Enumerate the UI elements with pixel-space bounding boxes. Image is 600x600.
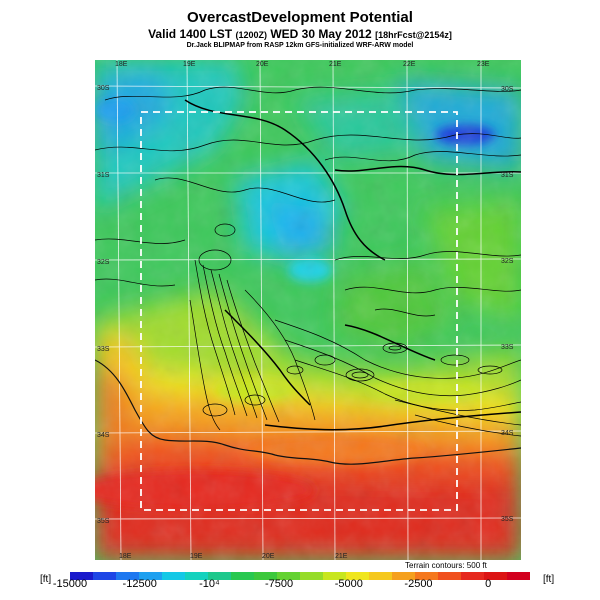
colorbar-tick-label: -2500 (404, 578, 433, 590)
colorbar-tick-label: -7500 (265, 578, 294, 590)
map-svg: 18E 19E 20E 21E 22E 23E 18E 19E 20E 21E … (95, 60, 521, 560)
colorbar-swatch (392, 572, 416, 580)
colorbar-swatch (507, 572, 530, 580)
colorbar (70, 572, 530, 580)
forecast-info: [18hrFcst@2154z] (375, 30, 452, 40)
grid-label-left: 30S 31S 32S 33S 34S 35S (97, 85, 110, 525)
colorbar-swatch (484, 572, 508, 580)
colorbar-swatch (277, 572, 301, 580)
lon-label-top: 18E (115, 61, 128, 68)
colorbar-tick-label: -10⁴ (199, 578, 220, 590)
lon-label-top: 23E (477, 61, 490, 68)
inner-domain-box (140, 111, 458, 511)
lat-label-left: 33S (97, 346, 110, 353)
lat-label-right: 35S (501, 516, 514, 523)
lon-label-top: 19E (183, 61, 196, 68)
colorbar-swatch (70, 572, 94, 580)
colorbar-tick-label: -5000 (334, 578, 363, 590)
lon-label-top: 22E (403, 61, 416, 68)
colorbar-tick-label: 0 (485, 578, 492, 590)
colorbar-swatch (415, 572, 439, 580)
colorbar-swatch (300, 572, 324, 580)
graticule (95, 60, 521, 560)
colorbar-swatch (461, 572, 485, 580)
colorbar-swatch (231, 572, 255, 580)
lat-label-right: 32S (501, 258, 514, 265)
colorbar-swatch (162, 572, 186, 580)
blipmap-field: 18E 19E 20E 21E 22E 23E 18E 19E 20E 21E … (95, 60, 521, 560)
coastline (95, 359, 521, 465)
grid-label-bottom: 18E 19E 20E 21E (119, 553, 348, 560)
colorbar-swatch (185, 572, 209, 580)
valid-date: WED 30 May 2012 (270, 27, 372, 41)
lon-label-bottom: 19E (190, 553, 203, 560)
colorbar-swatch (254, 572, 278, 580)
map-subtitle: Valid 1400 LST (1200Z) WED 30 May 2012 [… (0, 27, 600, 41)
terrain-contours-bold (184, 99, 521, 431)
map-title: OvercastDevelopment Potential (187, 9, 413, 26)
map-credit: Dr.Jack BLIPMAP from RASP 12km GFS-initi… (186, 42, 414, 49)
grid-label-right: 30S 31S 32S 33S 34S 35S (501, 86, 514, 523)
colorbar-swatch (369, 572, 393, 580)
lon-label-bottom: 18E (119, 553, 132, 560)
colorbar-tick-label: -15000 (52, 578, 88, 590)
lat-label-right: 31S (501, 172, 514, 179)
lat-label-left: 30S (97, 85, 110, 92)
units-label-left: [ft] (40, 574, 52, 585)
lat-label-right: 33S (501, 344, 514, 351)
lat-label-left: 32S (97, 259, 110, 266)
lat-label-left: 34S (97, 432, 110, 439)
colorbar-swatch (346, 572, 370, 580)
valid-time: Valid 1400 LST (148, 27, 233, 41)
lon-label-top: 21E (329, 61, 342, 68)
colorbar-swatch (139, 572, 163, 580)
lon-label-bottom: 21E (335, 553, 348, 560)
lat-label-left: 35S (97, 518, 110, 525)
zulu-time: (1200Z) (235, 30, 267, 40)
colorbar-tick-label: -12500 (122, 578, 157, 590)
colorbar-swatch (438, 572, 462, 580)
colorbar-swatch (323, 572, 347, 580)
lat-label-right: 34S (501, 430, 514, 437)
colorbar-swatch (208, 572, 232, 580)
color-field (95, 60, 521, 560)
lon-label-top: 20E (256, 61, 269, 68)
units-label-right: [ft] (543, 574, 555, 585)
colorbar-swatch (116, 572, 140, 580)
lat-label-right: 30S (501, 86, 514, 93)
lon-label-bottom: 20E (262, 553, 275, 560)
colorbar-swatch (93, 572, 117, 580)
grid-label-top: 18E 19E 20E 21E 22E 23E (115, 61, 490, 68)
lat-label-left: 31S (97, 172, 110, 179)
terrain-contour-note: Terrain contours: 500 ft (405, 561, 487, 570)
